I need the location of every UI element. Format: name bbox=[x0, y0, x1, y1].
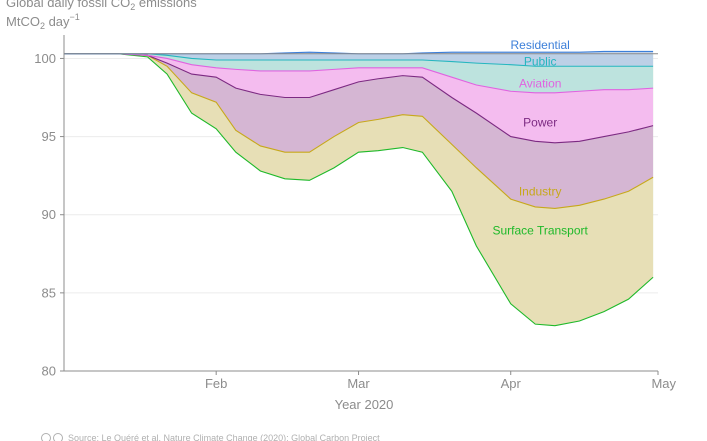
y-tick-label: 85 bbox=[42, 285, 56, 300]
x-tick-label: Mar bbox=[347, 376, 370, 391]
line-surface-transport bbox=[64, 53, 654, 327]
y-tick-label: 90 bbox=[42, 207, 56, 222]
label-public: Public bbox=[524, 55, 557, 69]
chart-title-main: Global daily fossil CO bbox=[6, 0, 130, 10]
area-power bbox=[64, 53, 654, 209]
y-tick-label: 100 bbox=[34, 51, 56, 66]
license-icon bbox=[41, 433, 63, 441]
y-tick-label: 95 bbox=[42, 129, 56, 144]
x-tick-label: May bbox=[651, 376, 676, 391]
area-industry bbox=[64, 53, 654, 326]
chart-title: Global daily fossil CO2 emissions bbox=[6, 0, 197, 12]
x-axis-title: Year 2020 bbox=[335, 397, 394, 412]
label-surface-transport: Surface Transport bbox=[492, 223, 588, 237]
source-note: Source: Le Quéré et al. Nature Climate C… bbox=[68, 433, 380, 441]
label-power: Power bbox=[523, 116, 557, 130]
y-axis-label-main: MtCO bbox=[6, 14, 40, 29]
area-public bbox=[64, 53, 654, 93]
area-residential bbox=[64, 51, 654, 67]
label-residential: Residential bbox=[510, 38, 569, 52]
y-axis-label-sub: 2 bbox=[40, 21, 45, 31]
x-tick-label: Apr bbox=[501, 376, 522, 391]
chart-title-suffix: emissions bbox=[135, 0, 197, 10]
line-aviation bbox=[64, 53, 654, 94]
label-aviation: Aviation bbox=[519, 76, 561, 90]
y-axis-label: MtCO2 day−1 bbox=[6, 12, 80, 31]
y-tick-labels: 80 85 90 95 100 bbox=[34, 51, 56, 379]
y-axis-label-sup: −1 bbox=[70, 12, 80, 22]
chart-title-sub: 2 bbox=[130, 2, 135, 12]
series-labels: Surface Transport Industry Power Aviation Pu… bbox=[492, 38, 588, 237]
axes bbox=[60, 35, 659, 375]
y-tick-label: 80 bbox=[42, 364, 56, 379]
x-tick-labels: Feb Mar Apr May bbox=[205, 376, 677, 391]
line-public bbox=[64, 53, 654, 67]
x-tick-label: Feb bbox=[205, 376, 227, 391]
y-axis-label-suffix: day bbox=[45, 14, 70, 29]
line-power bbox=[64, 53, 654, 144]
label-industry: Industry bbox=[519, 184, 562, 198]
line-industry bbox=[64, 53, 654, 210]
